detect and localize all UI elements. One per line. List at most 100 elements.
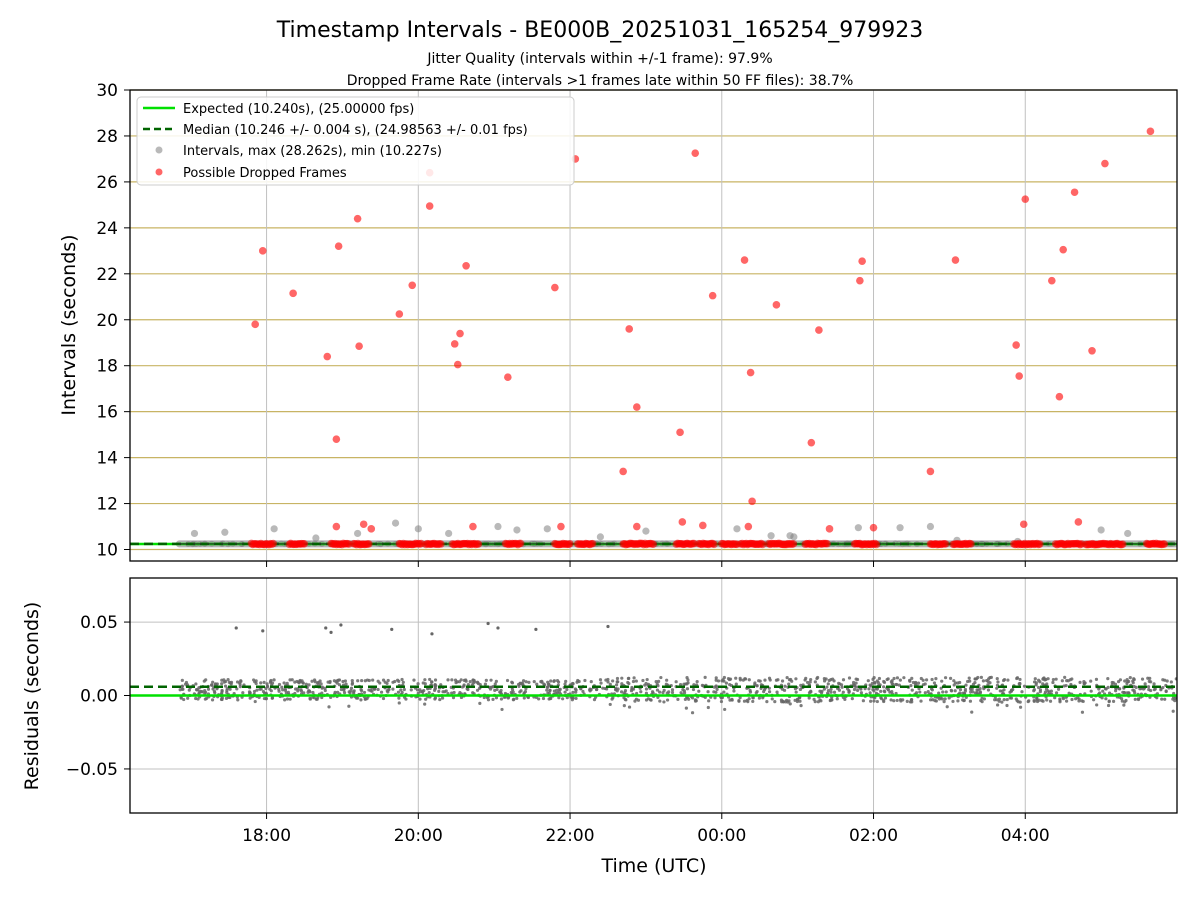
dropped-frame-point bbox=[746, 368, 755, 377]
residual-point bbox=[372, 687, 377, 691]
residual-point bbox=[557, 680, 561, 684]
dropped-frame-point bbox=[772, 301, 781, 309]
residual-point bbox=[371, 678, 375, 682]
residual-point bbox=[573, 687, 578, 691]
residual-point bbox=[872, 699, 876, 703]
dropped-frame-point bbox=[1101, 159, 1109, 168]
residual-point bbox=[313, 680, 317, 684]
interval-outlier-point bbox=[1124, 529, 1132, 538]
residual-point bbox=[852, 687, 857, 692]
residual-point bbox=[604, 678, 608, 682]
residual-point bbox=[882, 689, 886, 693]
residual-point bbox=[1104, 697, 1108, 701]
residual-point bbox=[1123, 700, 1127, 704]
residual-point bbox=[855, 677, 860, 682]
residual-point bbox=[952, 679, 956, 683]
residual-point bbox=[282, 681, 286, 685]
residual-point bbox=[466, 682, 470, 687]
interval-outlier-point bbox=[767, 532, 775, 540]
residual-point bbox=[428, 677, 432, 682]
residual-point bbox=[919, 699, 923, 703]
interval-outlier-point bbox=[1097, 526, 1105, 534]
residual-point bbox=[1016, 700, 1020, 704]
dropped-frame-point bbox=[740, 256, 749, 264]
residual-point bbox=[1107, 691, 1112, 695]
residual-point bbox=[780, 687, 785, 691]
intervals-y-tick-label: 24 bbox=[96, 219, 118, 239]
residual-point bbox=[732, 689, 736, 693]
residual-point bbox=[599, 681, 603, 685]
residual-point bbox=[775, 690, 779, 694]
residual-point bbox=[882, 685, 886, 689]
residual-point bbox=[1080, 699, 1084, 703]
residual-point bbox=[328, 679, 332, 684]
residual-point bbox=[365, 678, 370, 682]
dropped-frame-point bbox=[858, 257, 866, 265]
residual-point bbox=[220, 691, 224, 695]
residual-point bbox=[1148, 676, 1152, 680]
residual-point bbox=[690, 711, 695, 715]
residual-point bbox=[601, 686, 605, 690]
residual-point bbox=[1140, 677, 1145, 681]
residual-point bbox=[270, 696, 275, 700]
dropped-frame-point bbox=[289, 289, 297, 298]
residual-point bbox=[882, 698, 886, 702]
residual-point bbox=[706, 705, 710, 710]
residual-point bbox=[627, 705, 632, 709]
residual-point bbox=[1134, 685, 1138, 689]
residual-point bbox=[894, 691, 898, 696]
residual-point bbox=[1113, 682, 1118, 686]
residual-point bbox=[402, 687, 406, 692]
interval-outlier-point bbox=[896, 524, 904, 532]
residual-point bbox=[918, 690, 922, 694]
residual-point bbox=[645, 677, 649, 682]
dropped-frame-point bbox=[691, 149, 700, 157]
residual-point bbox=[323, 686, 327, 690]
dropped-frame-point bbox=[504, 373, 512, 381]
residual-point bbox=[475, 688, 480, 692]
residual-point bbox=[235, 680, 240, 684]
residual-point bbox=[631, 679, 636, 684]
residual-point bbox=[745, 698, 749, 703]
residual-point bbox=[953, 689, 957, 693]
residual-point bbox=[1098, 691, 1102, 695]
residual-point bbox=[1107, 699, 1111, 703]
dropped-frame-point bbox=[1074, 518, 1083, 526]
residual-point bbox=[1045, 698, 1049, 702]
residual-point bbox=[283, 698, 287, 702]
residual-point bbox=[348, 691, 352, 695]
dropped-frame-point bbox=[332, 522, 341, 531]
residual-point bbox=[1128, 676, 1132, 680]
residual-point bbox=[1077, 699, 1081, 703]
residual-point bbox=[1044, 677, 1048, 682]
residual-point bbox=[362, 690, 367, 695]
residual-point bbox=[304, 682, 308, 686]
residual-point bbox=[787, 682, 791, 686]
interval-outlier-point bbox=[445, 529, 453, 538]
interval-outlier-point bbox=[494, 522, 502, 531]
interval-outlier-point bbox=[221, 528, 229, 536]
residual-point bbox=[703, 675, 707, 679]
residual-point bbox=[926, 690, 930, 694]
x-tick-label: 04:00 bbox=[1001, 826, 1050, 846]
residual-point bbox=[379, 690, 384, 694]
residual-point bbox=[264, 691, 268, 695]
residual-point bbox=[350, 678, 354, 683]
residual-point bbox=[911, 680, 916, 685]
dropped-frame-point bbox=[1059, 245, 1067, 254]
residual-point bbox=[773, 700, 777, 704]
residual-outlier-point bbox=[234, 626, 238, 630]
residual-point bbox=[649, 698, 653, 702]
residual-point bbox=[1054, 691, 1059, 695]
x-tick-label: 18:00 bbox=[242, 826, 291, 846]
residual-point bbox=[196, 697, 200, 701]
residual-point bbox=[767, 690, 772, 694]
residual-point bbox=[934, 677, 938, 681]
residual-point bbox=[241, 691, 245, 695]
residual-point bbox=[914, 680, 918, 685]
residual-point bbox=[588, 688, 592, 692]
residual-point bbox=[611, 679, 615, 683]
residual-point bbox=[678, 682, 683, 687]
residual-point bbox=[619, 690, 624, 694]
residual-point bbox=[181, 687, 185, 691]
